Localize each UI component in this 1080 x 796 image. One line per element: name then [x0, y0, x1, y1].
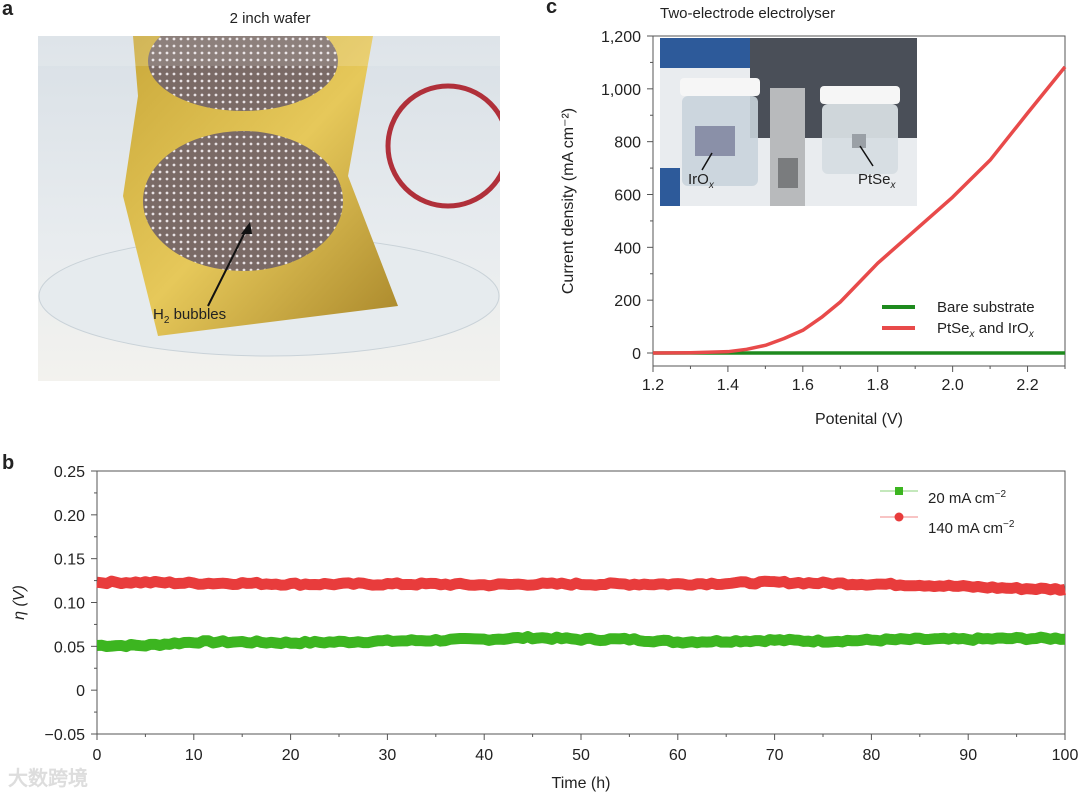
panel-c-title: Two-electrode electrolyser — [660, 5, 836, 22]
y-tick-label: 0 — [76, 683, 85, 700]
y-tick-label: 1,000 — [601, 82, 641, 99]
panel-a-label: a — [2, 0, 14, 20]
legend-marker-square — [895, 487, 903, 495]
h2-bubbles-annotation: H2 bubbles — [153, 306, 226, 326]
x-tick-label: 70 — [766, 747, 784, 764]
y-tick-label: −0.05 — [45, 727, 86, 744]
x-tick-label: 1.6 — [792, 377, 814, 394]
legend-sub-a: x — [969, 329, 975, 340]
x-tick-label: 40 — [475, 747, 493, 764]
legend-text-b: and IrO — [974, 320, 1029, 337]
chart-c-polarization: 0 200 400 600 800 1,000 1,200 1.2 1.4 1.6 1.8 2.0 2.… — [560, 29, 1067, 428]
x-tick-label: 1.2 — [642, 377, 664, 394]
panel-c-label: c — [546, 0, 558, 18]
annotation-rest: bubbles — [169, 306, 227, 323]
watermark: 大数跨境 — [8, 768, 88, 790]
chart-b-legend: 20 mA cm−2 140 mA cm−2 — [928, 482, 1014, 542]
inset-label-ptsex: PtSex — [858, 171, 896, 191]
wafer-photo — [38, 11, 511, 381]
x-tick-label: 0 — [93, 747, 102, 764]
x-tick-label: 2.0 — [942, 377, 964, 394]
y-tick-label: 0.10 — [54, 596, 85, 613]
y-tick-label: 0.05 — [54, 639, 85, 656]
legend-sub-b: x — [1028, 329, 1034, 340]
y-tick-label: 0.20 — [54, 508, 85, 525]
legend-item-bare: Bare substrate — [937, 299, 1035, 316]
plot-frame — [96, 470, 1066, 735]
x-tick-label: 80 — [863, 747, 881, 764]
y-tick-label: 1,200 — [601, 29, 641, 46]
legend-text-a: PtSe — [937, 320, 970, 337]
x-tick-label: 1.4 — [717, 377, 739, 394]
inset-right-text: PtSe — [858, 171, 891, 188]
x-tick-label: 30 — [379, 747, 397, 764]
x-tick-label: 2.2 — [1016, 377, 1038, 394]
x-tick-label: 20 — [282, 747, 300, 764]
legend-item-ptsex-irox: PtSex and IrOx — [937, 318, 1035, 345]
x-tick-label: 60 — [669, 747, 687, 764]
y-tick-label: 600 — [614, 188, 641, 205]
x-tick-label: 10 — [185, 747, 203, 764]
annotation-sub: 2 — [163, 315, 170, 326]
plot-frame — [652, 35, 1066, 367]
y-tick-label: 800 — [614, 135, 641, 152]
y-tick-label: 400 — [614, 240, 641, 257]
chart-b-stability: −0.05 0 0.05 0.10 0.15 0.20 0.25 0 10 20 30 40 50 60 7… — [11, 464, 1079, 792]
x-tick-label: 100 — [1052, 747, 1079, 764]
inset-left-text: IrO — [688, 171, 709, 188]
inset-label-irox: IrOx — [688, 171, 714, 191]
series-band-1 — [96, 575, 1066, 596]
inset-left-sub: x — [708, 180, 714, 191]
y-axis-label: Current density (mA cm⁻²) — [560, 108, 577, 294]
y-tick-label: 0 — [632, 346, 641, 363]
y-tick-label: 0.15 — [54, 552, 85, 569]
electrolyser-inset-photo: IrOx PtSex — [660, 38, 917, 206]
legend-item-20: 20 mA cm−2 — [928, 482, 1014, 512]
x-tick-label: 90 — [959, 747, 977, 764]
chart-c-legend: Bare substrate PtSex and IrOx — [937, 297, 1035, 345]
panel-a-title: 2 inch wafer — [229, 10, 311, 27]
legend-20-sup: −2 — [994, 489, 1007, 500]
legend-marker-circle — [894, 512, 904, 522]
annotation-text: H — [153, 306, 164, 323]
y-tick-label: 200 — [614, 293, 641, 310]
panel-b-label: b — [2, 452, 15, 474]
y-axis-label: η (V) — [11, 585, 28, 620]
series-band-0 — [96, 631, 1066, 653]
legend-140-text: 140 mA cm — [928, 520, 1004, 537]
x-axis-label: Time (h) — [552, 775, 611, 792]
legend-item-140: 140 mA cm−2 — [928, 512, 1014, 542]
legend-140-sup: −2 — [1003, 519, 1015, 530]
y-tick-label: 0.25 — [54, 464, 85, 481]
inset-right-sub: x — [890, 180, 896, 191]
x-axis-label: Potenital (V) — [815, 411, 903, 428]
legend-20-text: 20 mA cm — [928, 490, 995, 507]
x-tick-label: 50 — [572, 747, 590, 764]
x-tick-label: 1.8 — [867, 377, 889, 394]
